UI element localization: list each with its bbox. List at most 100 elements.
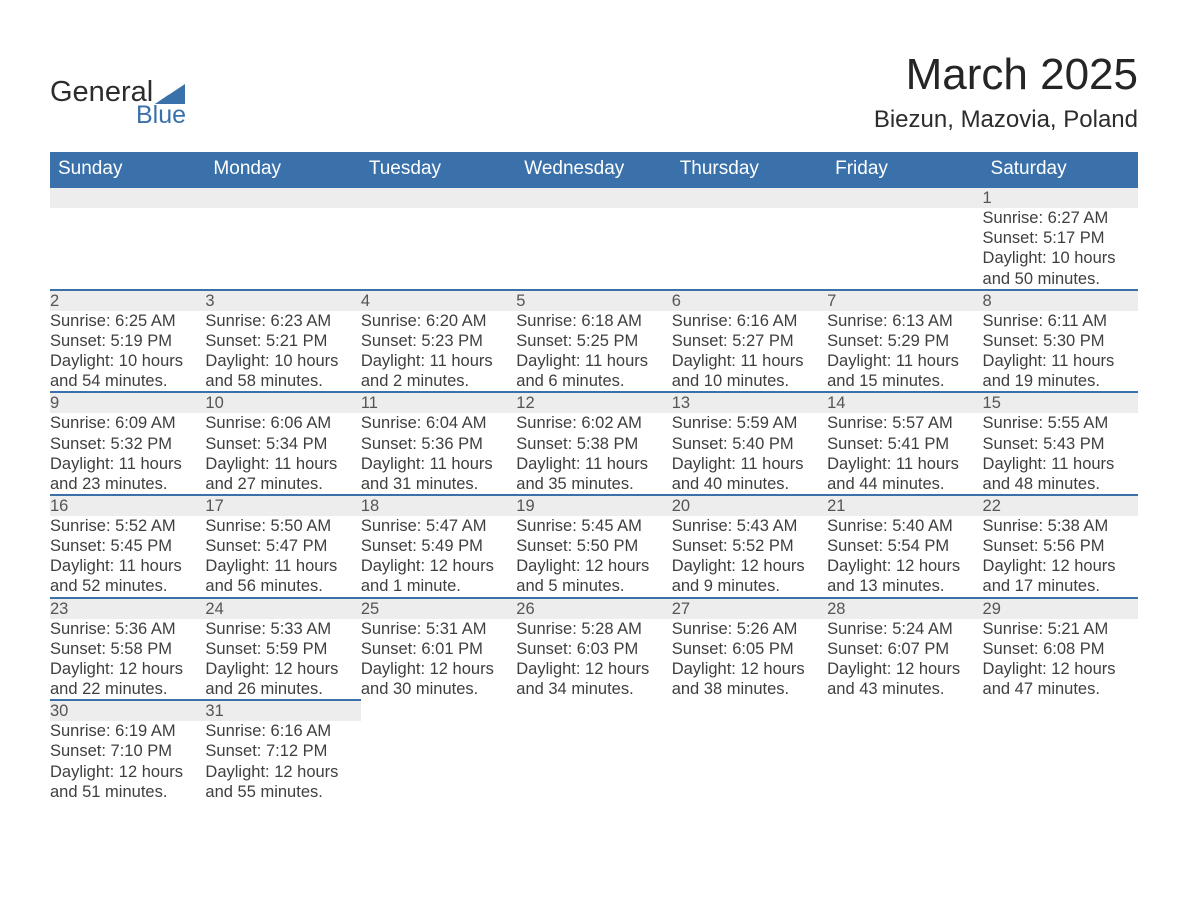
day-number: 12	[516, 392, 671, 413]
sunset-text: Sunset: 5:59 PM	[205, 639, 360, 659]
empty-cell	[50, 208, 205, 290]
sunset-text: Sunset: 7:10 PM	[50, 741, 205, 761]
day-cell: Sunrise: 5:36 AMSunset: 5:58 PMDaylight:…	[50, 619, 205, 701]
daylight-text: Daylight: 11 hours and 31 minutes.	[361, 454, 516, 494]
empty-cell	[672, 721, 827, 802]
day-cell: Sunrise: 6:11 AMSunset: 5:30 PMDaylight:…	[983, 311, 1138, 393]
day-cell: Sunrise: 5:28 AMSunset: 6:03 PMDaylight:…	[516, 619, 671, 701]
sunrise-text: Sunrise: 5:31 AM	[361, 619, 516, 639]
day-number: 31	[205, 700, 360, 721]
sunrise-text: Sunrise: 5:55 AM	[983, 413, 1138, 433]
empty-cell	[827, 700, 982, 721]
sunset-text: Sunset: 5:50 PM	[516, 536, 671, 556]
sunrise-text: Sunrise: 5:38 AM	[983, 516, 1138, 536]
daylight-text: Daylight: 12 hours and 38 minutes.	[672, 659, 827, 699]
day-number: 15	[983, 392, 1138, 413]
sunrise-text: Sunrise: 6:27 AM	[983, 208, 1138, 228]
day-number-row: 9101112131415	[50, 392, 1138, 413]
sunrise-text: Sunrise: 6:13 AM	[827, 311, 982, 331]
empty-cell	[672, 700, 827, 721]
sunset-text: Sunset: 5:21 PM	[205, 331, 360, 351]
day-cell: Sunrise: 5:57 AMSunset: 5:41 PMDaylight:…	[827, 413, 982, 495]
day-number: 18	[361, 495, 516, 516]
sunrise-text: Sunrise: 6:06 AM	[205, 413, 360, 433]
sunset-text: Sunset: 6:01 PM	[361, 639, 516, 659]
sunrise-text: Sunrise: 5:43 AM	[672, 516, 827, 536]
day-number: 16	[50, 495, 205, 516]
daylight-text: Daylight: 12 hours and 5 minutes.	[516, 556, 671, 596]
sunset-text: Sunset: 5:23 PM	[361, 331, 516, 351]
sunset-text: Sunset: 5:19 PM	[50, 331, 205, 351]
title-block: March 2025 Biezun, Mazovia, Poland	[874, 50, 1138, 134]
day-cell: Sunrise: 5:31 AMSunset: 6:01 PMDaylight:…	[361, 619, 516, 701]
day-number: 6	[672, 290, 827, 311]
day-cell: Sunrise: 5:43 AMSunset: 5:52 PMDaylight:…	[672, 516, 827, 598]
day-cell: Sunrise: 6:09 AMSunset: 5:32 PMDaylight:…	[50, 413, 205, 495]
empty-cell	[672, 208, 827, 290]
day-number: 1	[983, 188, 1138, 208]
sunrise-text: Sunrise: 5:47 AM	[361, 516, 516, 536]
daylight-text: Daylight: 11 hours and 6 minutes.	[516, 351, 671, 391]
sunrise-text: Sunrise: 5:33 AM	[205, 619, 360, 639]
day-header-row: SundayMondayTuesdayWednesdayThursdayFrid…	[50, 152, 1138, 188]
day-cell: Sunrise: 6:25 AMSunset: 5:19 PMDaylight:…	[50, 311, 205, 393]
day-number: 22	[983, 495, 1138, 516]
day-number: 9	[50, 392, 205, 413]
sunset-text: Sunset: 5:34 PM	[205, 434, 360, 454]
sunset-text: Sunset: 5:30 PM	[983, 331, 1138, 351]
daylight-text: Daylight: 12 hours and 22 minutes.	[50, 659, 205, 699]
sunrise-text: Sunrise: 6:09 AM	[50, 413, 205, 433]
daylight-text: Daylight: 12 hours and 9 minutes.	[672, 556, 827, 596]
sunset-text: Sunset: 6:03 PM	[516, 639, 671, 659]
sunrise-text: Sunrise: 6:16 AM	[205, 721, 360, 741]
day-header: Monday	[205, 152, 360, 188]
day-number-row: 3031	[50, 700, 1138, 721]
day-cell: Sunrise: 5:47 AMSunset: 5:49 PMDaylight:…	[361, 516, 516, 598]
daylight-text: Daylight: 11 hours and 2 minutes.	[361, 351, 516, 391]
day-cell: Sunrise: 6:23 AMSunset: 5:21 PMDaylight:…	[205, 311, 360, 393]
empty-cell	[205, 188, 360, 208]
day-number: 2	[50, 290, 205, 311]
sunset-text: Sunset: 7:12 PM	[205, 741, 360, 761]
daylight-text: Daylight: 10 hours and 54 minutes.	[50, 351, 205, 391]
sunset-text: Sunset: 5:45 PM	[50, 536, 205, 556]
sunset-text: Sunset: 5:40 PM	[672, 434, 827, 454]
sunrise-text: Sunrise: 6:04 AM	[361, 413, 516, 433]
day-number-row: 23242526272829	[50, 598, 1138, 619]
sunrise-text: Sunrise: 5:45 AM	[516, 516, 671, 536]
calendar-table: SundayMondayTuesdayWednesdayThursdayFrid…	[50, 152, 1138, 802]
sunrise-text: Sunrise: 6:02 AM	[516, 413, 671, 433]
sunset-text: Sunset: 5:32 PM	[50, 434, 205, 454]
day-number: 25	[361, 598, 516, 619]
sunrise-text: Sunrise: 5:24 AM	[827, 619, 982, 639]
daylight-text: Daylight: 12 hours and 17 minutes.	[983, 556, 1138, 596]
day-number: 5	[516, 290, 671, 311]
location-text: Biezun, Mazovia, Poland	[874, 106, 1138, 134]
day-number: 26	[516, 598, 671, 619]
sunset-text: Sunset: 5:25 PM	[516, 331, 671, 351]
day-number: 7	[827, 290, 982, 311]
empty-cell	[827, 208, 982, 290]
day-number: 17	[205, 495, 360, 516]
daylight-text: Daylight: 12 hours and 43 minutes.	[827, 659, 982, 699]
day-cell: Sunrise: 6:02 AMSunset: 5:38 PMDaylight:…	[516, 413, 671, 495]
empty-cell	[361, 188, 516, 208]
day-cell: Sunrise: 5:40 AMSunset: 5:54 PMDaylight:…	[827, 516, 982, 598]
empty-cell	[205, 208, 360, 290]
daylight-text: Daylight: 12 hours and 55 minutes.	[205, 762, 360, 802]
month-title: March 2025	[874, 50, 1138, 100]
day-number: 4	[361, 290, 516, 311]
day-cell: Sunrise: 5:21 AMSunset: 6:08 PMDaylight:…	[983, 619, 1138, 701]
sunrise-text: Sunrise: 5:59 AM	[672, 413, 827, 433]
sunrise-text: Sunrise: 6:23 AM	[205, 311, 360, 331]
daylight-text: Daylight: 11 hours and 15 minutes.	[827, 351, 982, 391]
day-header: Thursday	[672, 152, 827, 188]
day-cell: Sunrise: 5:55 AMSunset: 5:43 PMDaylight:…	[983, 413, 1138, 495]
sunrise-text: Sunrise: 6:25 AM	[50, 311, 205, 331]
daylight-text: Daylight: 12 hours and 1 minute.	[361, 556, 516, 596]
empty-cell	[516, 188, 671, 208]
daylight-text: Daylight: 11 hours and 23 minutes.	[50, 454, 205, 494]
sunrise-text: Sunrise: 6:16 AM	[672, 311, 827, 331]
day-number: 3	[205, 290, 360, 311]
day-cell: Sunrise: 6:13 AMSunset: 5:29 PMDaylight:…	[827, 311, 982, 393]
